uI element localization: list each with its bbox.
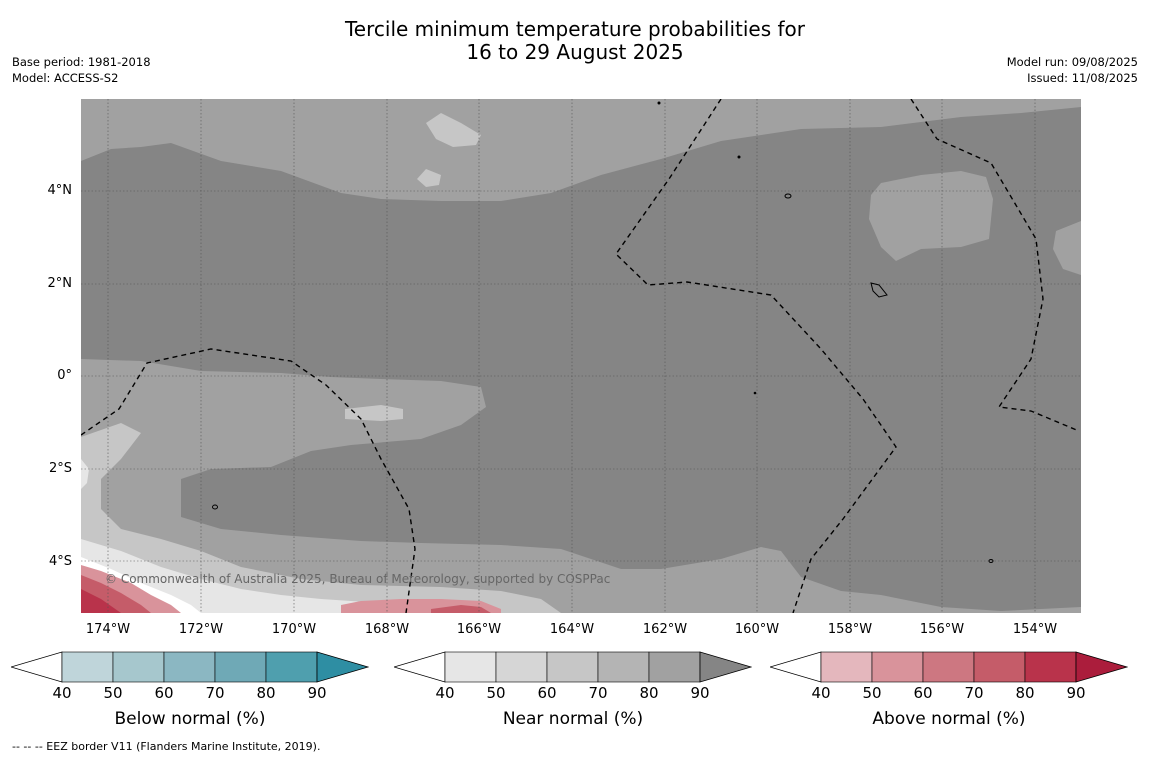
colorbar-near-high-arrow <box>699 651 752 683</box>
north-patch-70b <box>417 169 441 187</box>
colorbar-above-title: Above normal (%) <box>872 709 1026 729</box>
colorbar-near-segment <box>597 651 650 683</box>
above-normal-south-70 <box>431 605 491 613</box>
eez-borders <box>81 99 1080 613</box>
colorbar-above-segment <box>1024 651 1077 683</box>
title-line-1: Tercile minimum temperature probabilitie… <box>344 17 806 41</box>
colorbar-above-tick: 70 <box>964 684 984 702</box>
colorbar-below-title: Below normal (%) <box>114 709 266 729</box>
southwest-region-80 <box>81 359 1081 613</box>
colorbar-below-tick: 90 <box>307 684 327 702</box>
colorbar-near-tick: 50 <box>486 684 506 702</box>
colorbar-near-low-arrow <box>394 651 446 683</box>
lon-label-158w: 158°W <box>827 622 873 637</box>
colorbar-below-high-arrow <box>316 651 369 683</box>
lon-label-172w: 172°W <box>178 622 224 637</box>
colorbar-below-low-arrow <box>11 651 63 683</box>
southwest-band-50 <box>81 539 501 613</box>
colorbar-below-segment <box>112 651 165 683</box>
colorbar-above-segment <box>820 651 873 683</box>
colorbar-above-tick: 50 <box>862 684 882 702</box>
north-band-80 <box>81 99 1081 201</box>
colorbar-below-segment <box>265 651 318 683</box>
lat-label-2n: 2°N <box>47 276 73 291</box>
colorbar-near-tick: 90 <box>690 684 710 702</box>
meta-right: Model run: 09/08/2025 Issued: 11/08/2025 <box>1007 54 1138 86</box>
colorbar-near-tick: 80 <box>639 684 659 702</box>
colorbar-near-segment <box>444 651 497 683</box>
colorbar-above-tick: 40 <box>811 684 831 702</box>
colorbar-below-tick: 80 <box>256 684 276 702</box>
eez-footnote: -- -- -- EEZ border V11 (Flanders Marine… <box>12 740 321 753</box>
colorbar-below-tick: 40 <box>52 684 72 702</box>
lat-label-0: 0° <box>57 368 72 383</box>
above-normal-80 <box>81 589 121 613</box>
colorbar-above-segment <box>871 651 924 683</box>
chart-title: Tercile minimum temperature probabilitie… <box>0 18 1150 64</box>
model-run: Model run: 09/08/2025 <box>1006 55 1138 69</box>
lon-label-162w: 162°W <box>642 622 688 637</box>
east-blob-80 <box>869 171 993 261</box>
lon-label-154w: 154°W <box>1012 622 1058 637</box>
colorbar-below-segment <box>214 651 267 683</box>
lon-label-170w: 170°W <box>271 622 317 637</box>
colorbar-above-normal <box>770 651 1128 683</box>
lat-label-4s: 4°S <box>48 554 72 569</box>
map-panel <box>81 99 1081 613</box>
colorbar-above-segment <box>922 651 975 683</box>
colorbar-near-segment <box>648 651 701 683</box>
colorbar-below-tick: 70 <box>205 684 225 702</box>
colorbar-above-tick: 80 <box>1015 684 1035 702</box>
lon-label-168w: 168°W <box>364 622 410 637</box>
model-name: Model: ACCESS-S2 <box>12 71 119 85</box>
lon-label-160w: 160°W <box>734 622 780 637</box>
colorbar-near-tick: 60 <box>537 684 557 702</box>
colorbar-near-normal <box>394 651 752 683</box>
probability-map <box>81 99 1081 613</box>
copyright-notice: © Commonwealth of Australia 2025, Bureau… <box>105 572 611 586</box>
colorbar-above-tick: 60 <box>913 684 933 702</box>
colorbar-near-segment <box>495 651 548 683</box>
north-patch-70 <box>426 113 481 147</box>
colorbar-below-tick: 50 <box>103 684 123 702</box>
colorbar-below-segment <box>61 651 114 683</box>
colorbar-near-tick: 70 <box>588 684 608 702</box>
meta-left: Base period: 1981-2018 Model: ACCESS-S2 <box>12 54 151 86</box>
lon-label-174w: 174°W <box>85 622 131 637</box>
southwest-patch-50 <box>81 459 89 489</box>
colorbar-near-segment <box>546 651 599 683</box>
colorbar-near-tick: 40 <box>435 684 455 702</box>
lon-label-156w: 156°W <box>919 622 965 637</box>
lon-label-166w: 166°W <box>456 622 502 637</box>
colorbar-below-tick: 60 <box>154 684 174 702</box>
colorbar-near-title: Near normal (%) <box>502 709 644 729</box>
colorbar-above-high-arrow <box>1075 651 1128 683</box>
colorbar-above-low-arrow <box>770 651 822 683</box>
islands <box>212 101 994 563</box>
lat-label-4n: 4°N <box>47 183 73 198</box>
title-line-2: 16 to 29 August 2025 <box>466 40 684 64</box>
issued-date: Issued: 11/08/2025 <box>1027 71 1138 85</box>
colorbar-below-segment <box>163 651 216 683</box>
graticule <box>81 99 1081 613</box>
east-edge-80 <box>1053 221 1081 275</box>
lon-label-164w: 164°W <box>549 622 595 637</box>
lat-label-2s: 2°S <box>48 461 72 476</box>
base-period: Base period: 1981-2018 <box>12 55 151 69</box>
colorbar-below-normal <box>11 651 369 683</box>
colorbar-above-tick: 90 <box>1066 684 1086 702</box>
colorbar-above-segment <box>973 651 1026 683</box>
